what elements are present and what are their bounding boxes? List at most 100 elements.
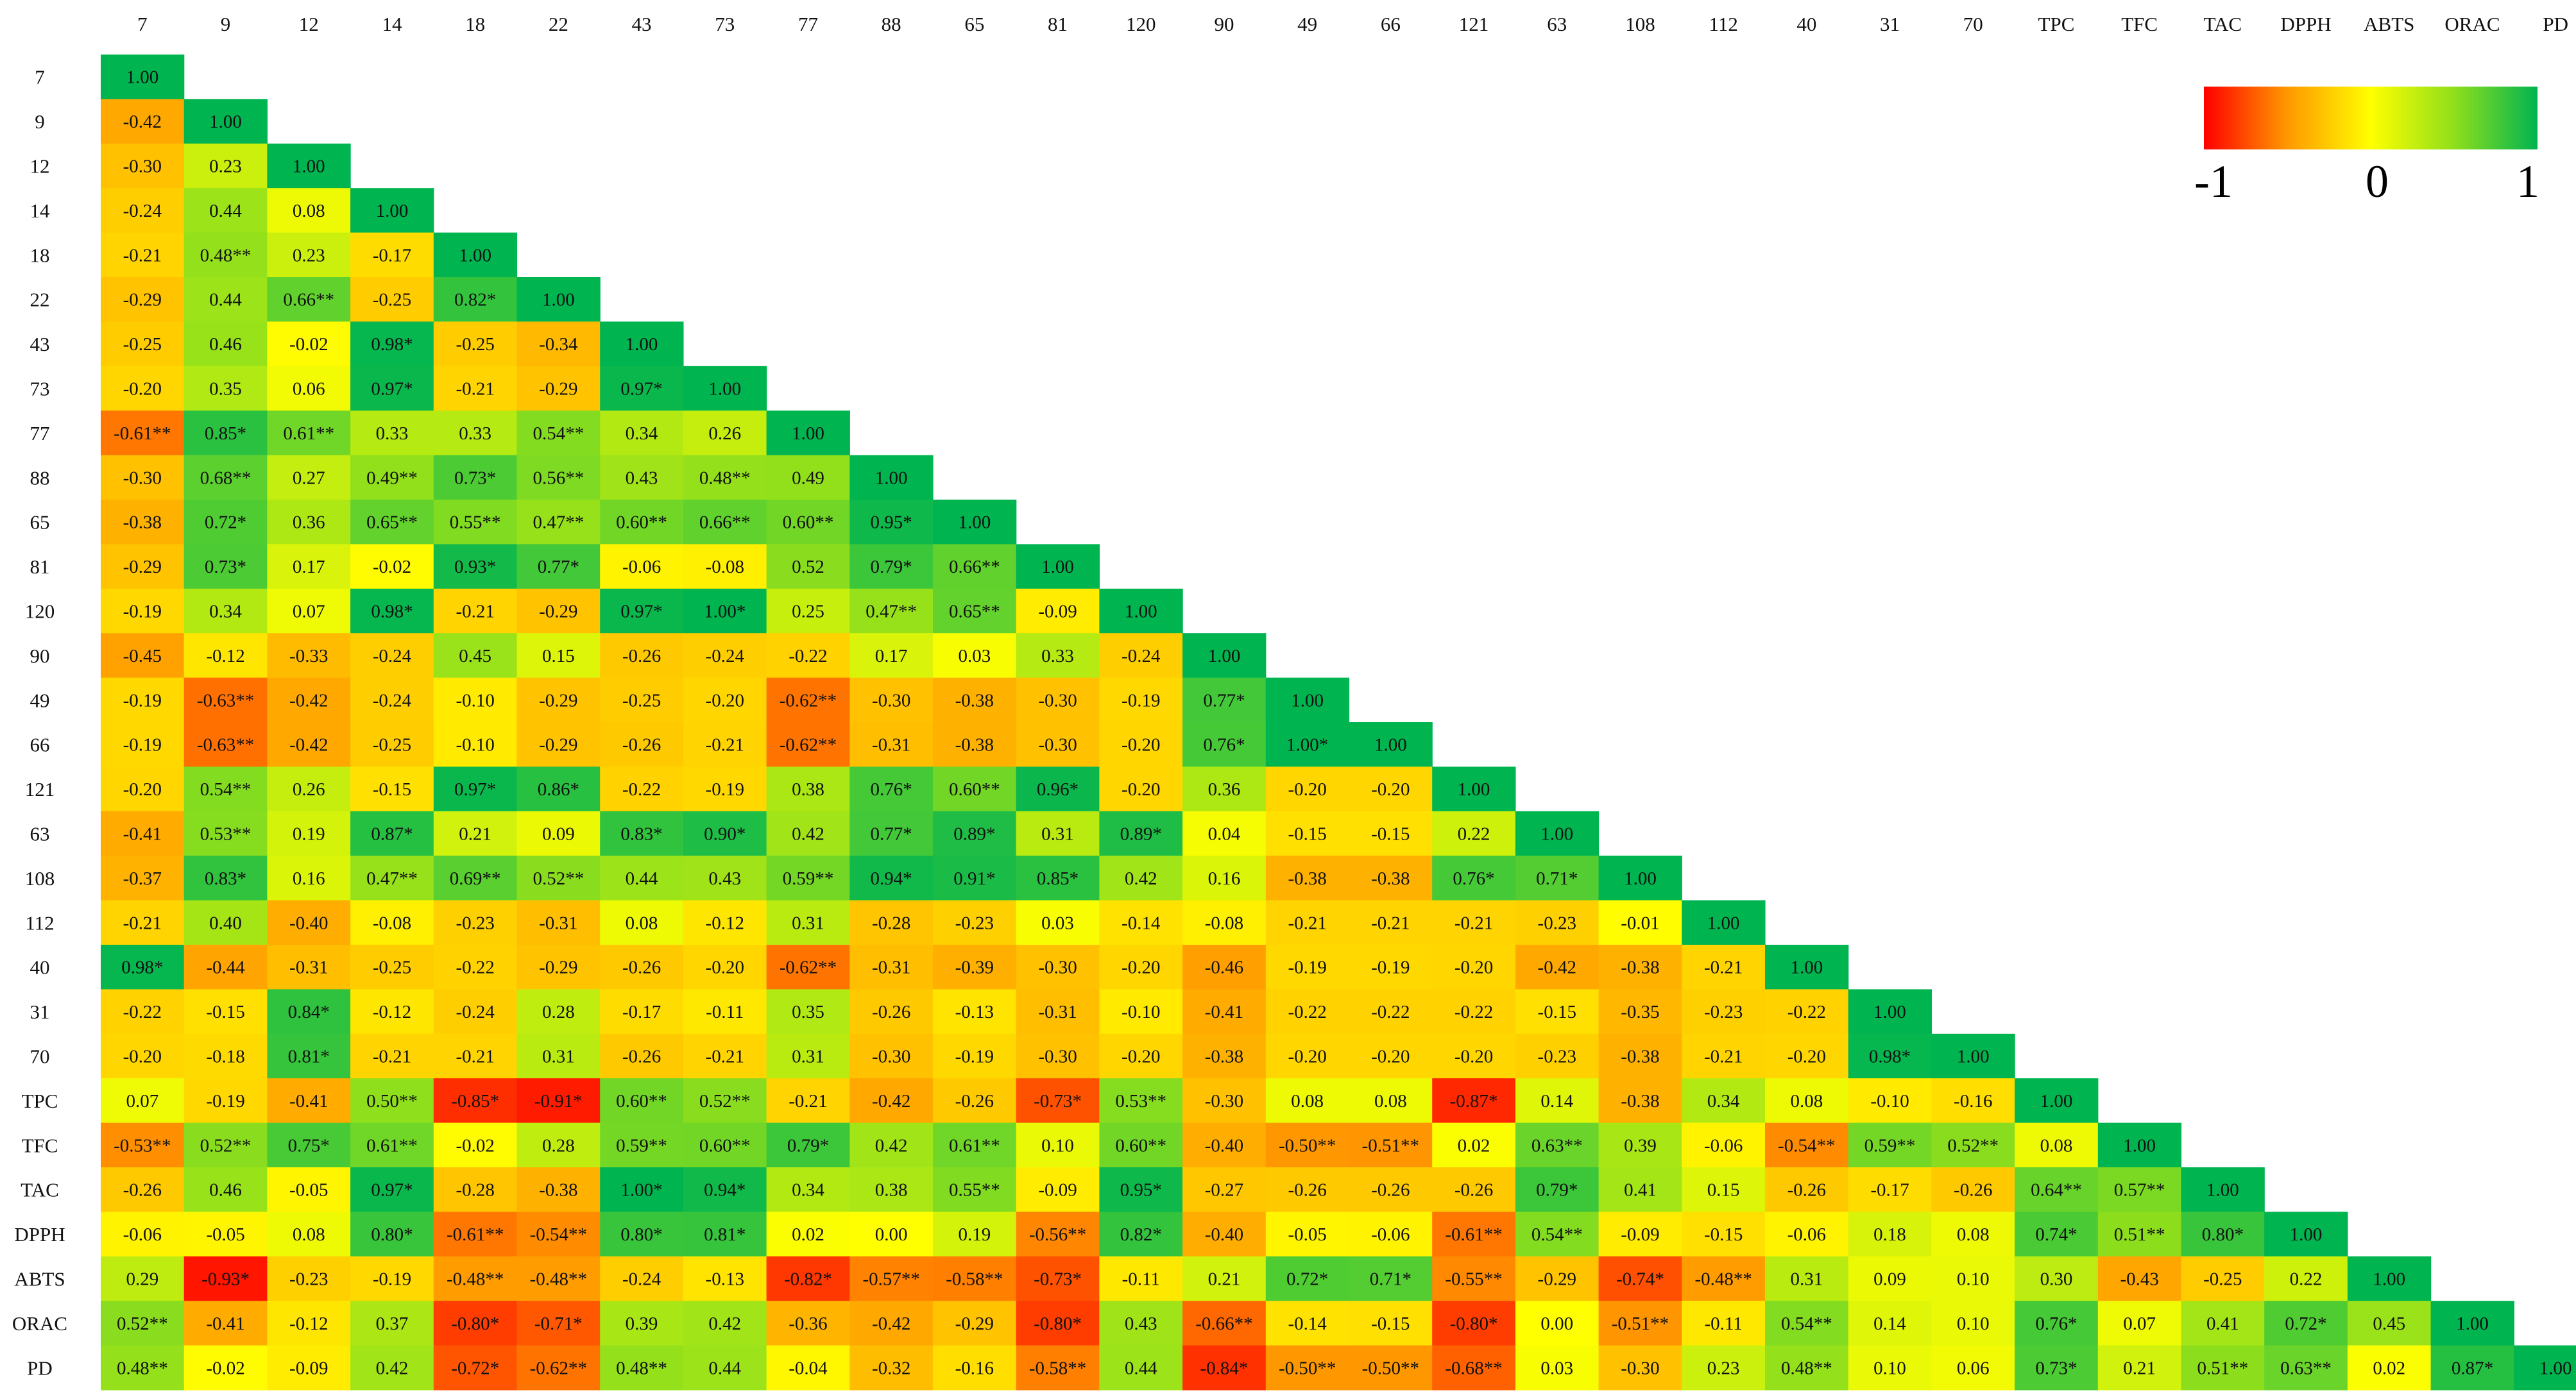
cell-value-label: 0.21 [459,824,491,845]
heatmap-cell [350,766,434,812]
cell-value-label: -0.38 [1621,1047,1659,1067]
cell-value-label: -0.63** [197,690,254,711]
cell-value-label: 0.79* [871,557,912,577]
heatmap-cell [433,277,518,322]
cell-value-label: -0.22 [123,1002,162,1022]
heatmap-cell [1682,1167,1766,1212]
cell-value-label: 0.77* [538,557,579,577]
heatmap-cell [1598,1301,1682,1346]
heatmap-cell [2181,1345,2265,1391]
cell-value-label: -0.62** [530,1358,587,1378]
cell-value-label: 1.00 [1041,557,1074,577]
cell-value-label: 1.00 [126,67,158,88]
cell-value-label: -0.15 [1371,824,1410,845]
row-label: 121 [25,778,55,800]
cell-value-label: 0.54** [533,423,584,444]
cell-value-label: 1.00 [2456,1314,2489,1334]
cell-value-label: -0.23 [955,913,994,933]
cell-value-label: 0.69** [450,868,501,889]
cell-value-label: 1.00 [2290,1224,2323,1245]
heatmap-cell [766,900,850,945]
row-label: 66 [30,734,50,756]
cell-value-label: 0.57** [2114,1180,2165,1201]
cell-value-label: 1.00 [2206,1180,2239,1201]
heatmap-cell [849,989,934,1035]
cell-value-label: -0.30 [123,468,162,488]
heatmap-cell [683,811,767,856]
heatmap-cell [1182,766,1267,812]
row-label: 73 [30,378,50,400]
heatmap-cell [101,856,185,901]
heatmap-cell [1682,1122,1766,1168]
heatmap-cell [1099,1078,1183,1124]
column-label: TPC [2038,13,2075,35]
heatmap-cell [1016,900,1100,945]
heatmap-cell [350,633,434,679]
cell-value-label: 0.31 [792,913,824,933]
heatmap-cell [1931,1033,2015,1079]
heatmap-cell [101,1078,185,1124]
cell-value-label: 0.97* [371,1180,413,1201]
heatmap-cell [1016,1078,1100,1124]
heatmap-cell [183,1212,268,1257]
cell-value-label: -0.39 [955,958,994,978]
heatmap-cell [183,321,268,367]
cell-value-label: 0.33 [459,423,491,444]
cell-value-label: -0.26 [1454,1180,1493,1201]
cell-value-label: 0.02 [1458,1135,1490,1156]
cell-value-label: 0.48** [699,468,751,488]
heatmap-cell [683,1301,767,1346]
row-label: PD [27,1357,53,1379]
heatmap-cell [683,856,767,901]
heatmap-cell [2181,1167,2265,1212]
heatmap-cell [1432,900,1516,945]
heatmap-cell [1598,1033,1682,1079]
row-label: 112 [25,911,54,934]
cell-value-label: 1.00 [875,468,908,488]
heatmap-cell [1765,945,1849,990]
heatmap-cell [683,1256,767,1301]
heatmap-cell [516,1256,601,1301]
cell-value-label: -0.12 [706,913,744,933]
heatmap-cell [1931,1122,2015,1168]
heatmap-cell [2264,1301,2348,1346]
heatmap-cell [183,544,268,589]
cell-value-label: -0.31 [539,913,577,933]
cell-value-label: -0.21 [456,602,494,622]
legend-tick-label: 0 [2366,156,2389,207]
heatmap-cell [849,1345,934,1391]
heatmap-cell [267,989,351,1035]
cell-value-label: 0.08 [1957,1224,1990,1245]
heatmap-cell [183,588,268,634]
heatmap-cell [433,633,518,679]
cell-value-label: 1.00 [708,379,741,400]
cell-value-label: -0.40 [289,913,328,933]
row-label: 77 [30,422,50,444]
cell-value-label: 1.00 [1790,958,1823,978]
heatmap-cell [1265,1256,1350,1301]
heatmap-cell [600,366,684,411]
heatmap-cell [849,1122,934,1168]
cell-value-label: 0.08 [1790,1091,1823,1112]
row-label: ORAC [12,1312,67,1335]
cell-value-label: -0.73* [1034,1269,1082,1290]
cell-value-label: 0.39 [1624,1135,1657,1156]
cell-value-label: -0.05 [1288,1224,1326,1245]
cell-value-label: -0.93* [201,1269,250,1290]
heatmap-cell [101,1033,185,1079]
heatmap-cell [1515,945,1599,990]
heatmap-cell [2181,1256,2265,1301]
cell-value-label: 0.10 [1041,1135,1074,1156]
heatmap-cell [2097,1122,2182,1168]
heatmap-cell [433,1301,518,1346]
heatmap-cell [1099,811,1183,856]
column-label: 63 [1547,13,1567,35]
heatmap-cell [1682,1301,1766,1346]
cell-value-label: 0.64** [2031,1180,2082,1201]
cell-value-label: 0.83* [620,824,662,845]
heatmap-cell [600,766,684,812]
heatmap-cell [1349,1122,1433,1168]
heatmap-cell [1016,1033,1100,1079]
cell-value-label: -0.19 [123,602,162,622]
cell-value-label: -0.06 [1371,1224,1410,1245]
